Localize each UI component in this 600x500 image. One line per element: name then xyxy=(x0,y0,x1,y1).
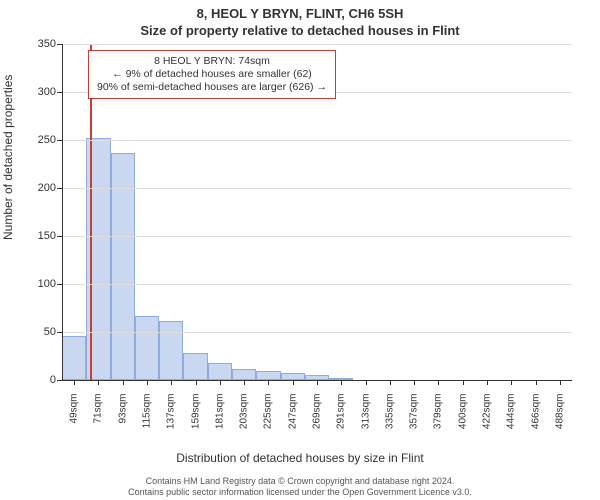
x-tick-label: 247sqm xyxy=(287,394,298,454)
infobox-line-1: 8 HEOL Y BRYN: 74sqm xyxy=(97,55,327,68)
x-tick-label: 49sqm xyxy=(69,394,80,454)
title-line-2: Size of property relative to detached ho… xyxy=(0,23,600,38)
property-infobox: 8 HEOL Y BRYN: 74sqm← 9% of detached hou… xyxy=(88,50,336,99)
gridline xyxy=(62,44,572,45)
y-tick-label: 100 xyxy=(22,278,56,290)
x-tick-label: 203sqm xyxy=(239,394,250,454)
x-tick-label: 444sqm xyxy=(506,394,517,454)
histogram-bar xyxy=(208,363,232,380)
histogram-bar xyxy=(183,353,207,380)
histogram-bar xyxy=(159,321,183,380)
y-tick-label: 0 xyxy=(22,374,56,386)
y-tick-label: 150 xyxy=(22,230,56,242)
histogram-bar xyxy=(256,371,280,380)
infobox-line-3: 90% of semi-detached houses are larger (… xyxy=(97,81,327,94)
x-tick-label: 137sqm xyxy=(166,394,177,454)
histogram-bar xyxy=(281,373,305,380)
footer-attribution: Contains HM Land Registry data © Crown c… xyxy=(0,476,600,499)
x-tick-label: 291sqm xyxy=(336,394,347,454)
x-tick-label: 400sqm xyxy=(457,394,468,454)
x-tick-label: 335sqm xyxy=(384,394,395,454)
footer-line-1: Contains HM Land Registry data © Crown c… xyxy=(0,476,600,487)
y-tick-label: 300 xyxy=(22,86,56,98)
title-line-1: 8, HEOL Y BRYN, FLINT, CH6 5SH xyxy=(0,6,600,21)
infobox-line-2: ← 9% of detached houses are smaller (62) xyxy=(97,68,327,81)
x-tick-label: 379sqm xyxy=(433,394,444,454)
x-tick-label: 93sqm xyxy=(117,394,128,454)
y-tick-label: 350 xyxy=(22,38,56,50)
histogram-bar xyxy=(232,369,256,380)
gridline xyxy=(62,332,572,333)
x-tick-label: 269sqm xyxy=(312,394,323,454)
x-tick-label: 71sqm xyxy=(93,394,104,454)
x-tick-label: 225sqm xyxy=(263,394,274,454)
x-tick-label: 488sqm xyxy=(554,394,565,454)
x-tick-label: 115sqm xyxy=(142,394,153,454)
x-tick-label: 181sqm xyxy=(214,394,225,454)
y-tick-label: 250 xyxy=(22,134,56,146)
histogram-bar xyxy=(62,336,86,380)
x-tick-label: 313sqm xyxy=(360,394,371,454)
gridline xyxy=(62,236,572,237)
x-tick-label: 357sqm xyxy=(409,394,420,454)
x-tick-label: 159sqm xyxy=(190,394,201,454)
x-axis-line xyxy=(62,380,572,381)
gridline xyxy=(62,140,572,141)
y-tick-label: 200 xyxy=(22,182,56,194)
y-axis-line xyxy=(62,44,63,380)
y-axis-label: Number of detached properties xyxy=(1,75,15,240)
histogram-bar xyxy=(135,316,159,380)
y-tick-label: 50 xyxy=(22,326,56,338)
gridline xyxy=(62,188,572,189)
gridline xyxy=(62,284,572,285)
footer-line-2: Contains public sector information licen… xyxy=(0,487,600,498)
x-tick-label: 466sqm xyxy=(530,394,541,454)
x-tick-label: 422sqm xyxy=(482,394,493,454)
